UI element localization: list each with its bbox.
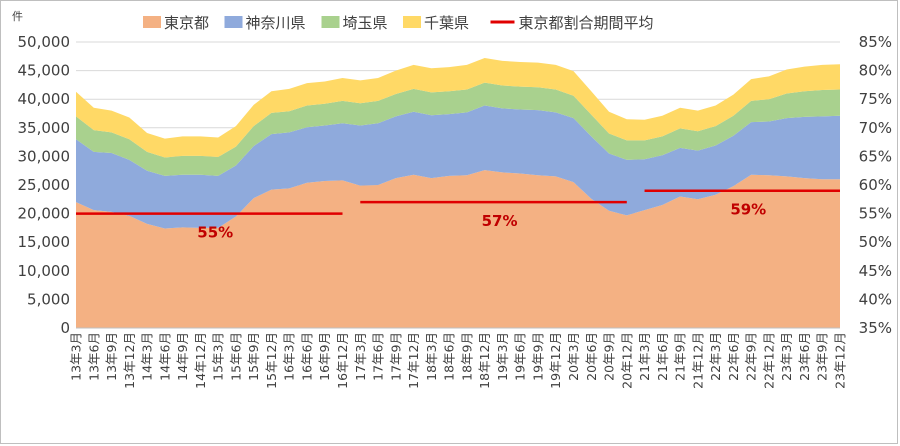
- x-tick-label: 17年6月: [371, 332, 386, 381]
- x-tick-label: 17年9月: [388, 332, 403, 381]
- x-tick-label: 17年12月: [406, 332, 421, 389]
- x-tick-label: 13年3月: [69, 332, 84, 381]
- x-tick-label: 16年9月: [317, 332, 332, 381]
- x-tick-label: 20年6月: [584, 332, 599, 381]
- x-tick-label: 14年12月: [193, 332, 208, 389]
- x-tick-label: 21年12月: [690, 332, 705, 389]
- legend-label: 東京都: [164, 14, 209, 32]
- y2-tick-label: 80%: [859, 62, 892, 80]
- x-tick-label: 16年6月: [299, 332, 314, 381]
- y2-tick-label: 60%: [859, 176, 892, 194]
- average-label: 55%: [197, 224, 233, 242]
- x-tick-label: 14年6月: [157, 332, 172, 381]
- y2-tick-label: 45%: [859, 262, 892, 280]
- x-tick-label: 14年3月: [140, 332, 155, 381]
- y2-tick-label: 55%: [859, 205, 892, 223]
- x-tick-label: 20年12月: [619, 332, 634, 389]
- x-tick-label: 15年9月: [246, 332, 261, 381]
- x-tick-label: 19年12月: [548, 332, 563, 389]
- y-tick-label: 15,000: [18, 233, 71, 251]
- x-tick-label: 18年3月: [424, 332, 439, 381]
- y2-tick-label: 50%: [859, 233, 892, 251]
- x-tick-label: 20年9月: [602, 332, 617, 381]
- x-tick-label: 19年3月: [495, 332, 510, 381]
- x-tick-label: 18年12月: [477, 332, 492, 389]
- x-tick-label: 23年9月: [815, 332, 830, 381]
- x-tick-label: 16年12月: [335, 332, 350, 389]
- x-tick-label: 13年12月: [122, 332, 137, 389]
- x-tick-label: 14年9月: [175, 332, 190, 381]
- area-千葉県: [76, 58, 840, 158]
- y-tick-label: 10,000: [18, 262, 71, 280]
- legend-swatch: [403, 16, 421, 28]
- y-tick-label: 45,000: [18, 62, 71, 80]
- y-tick-label: 35,000: [18, 119, 71, 137]
- x-tick-label: 13年6月: [86, 332, 101, 381]
- x-tick-label: 15年3月: [211, 332, 226, 381]
- x-tick-label: 22年3月: [708, 332, 723, 381]
- x-tick-label: 21年9月: [673, 332, 688, 381]
- y-tick-label: 20,000: [18, 205, 71, 223]
- legend: 東京都 神奈川県 埼玉県 千葉県 東京都割合期間平均: [143, 14, 654, 32]
- x-tick-label: 16年3月: [282, 332, 297, 381]
- y-tick-label: 50,000: [18, 33, 71, 51]
- legend-swatch: [321, 16, 340, 28]
- y2-tick-label: 40%: [859, 290, 892, 308]
- legend-label: 埼玉県: [343, 14, 388, 32]
- x-tick-label: 23年12月: [833, 332, 848, 389]
- legend-swatch: [224, 16, 243, 28]
- y2-tick-label: 85%: [859, 33, 892, 51]
- average-lines: 55% 57% 59%: [76, 189, 840, 242]
- y2-tick-label: 65%: [859, 147, 892, 165]
- y2-tick-label: 35%: [859, 319, 892, 337]
- legend-label: 神奈川県: [246, 14, 306, 32]
- legend-swatch: [143, 16, 161, 28]
- x-tick-label: 19年6月: [513, 332, 528, 381]
- x-tick-label: 20年3月: [566, 332, 581, 381]
- y-tick-label: 5,000: [27, 290, 70, 308]
- average-label: 57%: [482, 212, 518, 230]
- area-神奈川県: [76, 105, 840, 229]
- y-tick-label: 40,000: [18, 90, 71, 108]
- x-tick-label: 19年9月: [530, 332, 545, 381]
- area-series: [76, 58, 840, 328]
- x-tick-label: 18年6月: [442, 332, 457, 381]
- x-tick-label: 22年6月: [726, 332, 741, 381]
- x-tick-label: 22年12月: [761, 332, 776, 389]
- x-tick-label: 15年12月: [264, 332, 279, 389]
- axes: 0 5,000 10,000 15,000 20,000 25,000 30,000 35,0…: [18, 33, 893, 389]
- x-tick-label: 21年6月: [655, 332, 670, 381]
- y-tick-label: 25,000: [18, 176, 71, 194]
- y-tick-label: 0: [60, 319, 70, 337]
- x-tick-label: 23年6月: [797, 332, 812, 381]
- legend-label: 千葉県: [424, 14, 469, 32]
- x-tick-label: 13年9月: [104, 332, 119, 381]
- area-埼玉県: [76, 82, 840, 176]
- x-tick-label: 17年3月: [353, 332, 368, 381]
- x-tick-label: 15年6月: [228, 332, 243, 381]
- legend-label: 東京都割合期間平均: [519, 14, 654, 32]
- y-tick-label: 30,000: [18, 147, 71, 165]
- x-tick-label: 22年9月: [744, 332, 759, 381]
- area-東京都: [76, 170, 840, 328]
- y2-tick-label: 75%: [859, 90, 892, 108]
- x-tick-label: 18年9月: [459, 332, 474, 381]
- average-label: 59%: [730, 201, 766, 219]
- x-tick-label: 21年3月: [637, 332, 652, 381]
- y2-tick-label: 70%: [859, 119, 892, 137]
- x-tick-label: 23年3月: [779, 332, 794, 381]
- y-axis-unit: 件: [12, 10, 23, 23]
